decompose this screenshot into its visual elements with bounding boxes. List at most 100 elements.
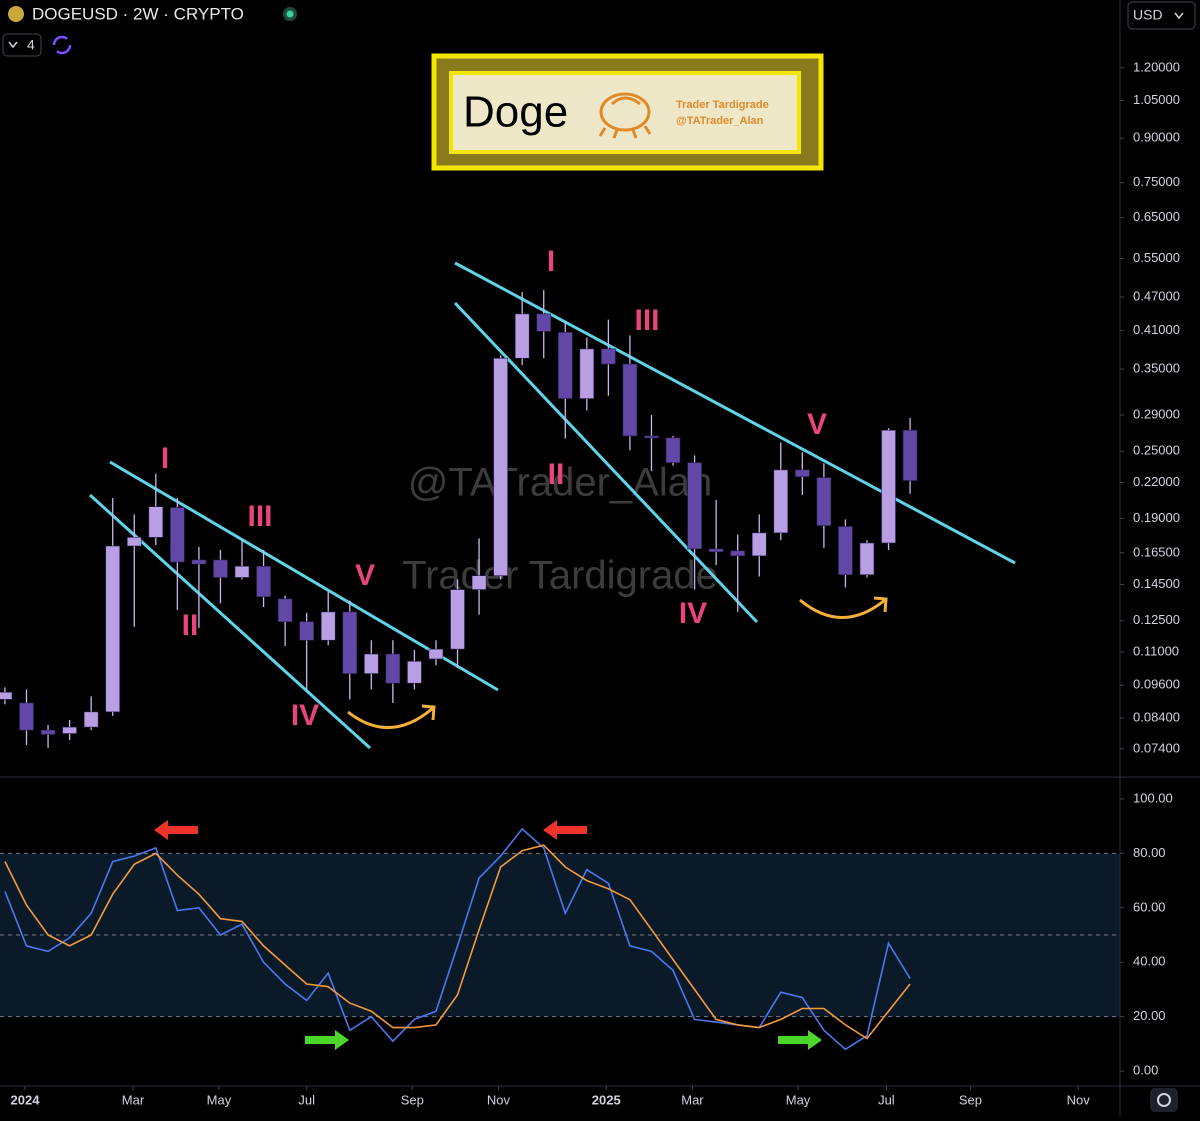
candle-body [838, 526, 853, 576]
candle-body [277, 598, 293, 623]
wave-label: IV [291, 699, 319, 732]
candle-body [191, 559, 207, 565]
candle-body [644, 435, 659, 439]
y-tick-label: 0.08400 [1133, 709, 1180, 724]
y-tick-label: 40.00 [1133, 954, 1166, 969]
green-arrow [305, 1030, 349, 1050]
candle-body [557, 332, 573, 399]
axes: 1.20000 1.05000 0.90000 0.75000 0.65000 0.550… [11, 59, 1180, 1107]
candle-body [514, 313, 530, 359]
y-tick-label: 0.16500 [1133, 544, 1180, 559]
status-dot [286, 10, 294, 18]
coin-icon [8, 6, 24, 22]
signal-arrows [154, 820, 822, 1050]
candle-body [385, 653, 401, 684]
candle-body [601, 348, 616, 365]
candle-body [170, 507, 185, 563]
candle-body [881, 429, 896, 544]
logo: Doge Trader Tardigrade @TATrader_Alan [431, 53, 824, 171]
wave-label: III [247, 500, 272, 533]
x-tick-label: Jul [298, 1092, 315, 1107]
x-tick-label: Mar [122, 1092, 145, 1107]
logo-icon [598, 92, 652, 139]
chevron [8, 41, 18, 49]
x-tick-label: Jul [878, 1092, 895, 1107]
candles [0, 290, 918, 748]
y-tick-label: 0.35000 [1133, 360, 1180, 375]
indicator-toggle[interactable] [2, 33, 42, 57]
x-tick-label: May [786, 1092, 811, 1107]
wave-label: I [547, 245, 555, 278]
indicator-count: 4 [27, 37, 35, 53]
candle-body [859, 542, 875, 576]
candle-body [708, 548, 724, 553]
candle-body [364, 653, 379, 674]
y-tick-label: 60.00 [1133, 899, 1166, 914]
wave-label: II [182, 609, 199, 642]
curve-arrows [347, 596, 888, 730]
y-tick-label: 0.11000 [1133, 643, 1179, 658]
y-tick-label: 0.22000 [1133, 474, 1180, 489]
candle-body [773, 469, 789, 534]
watermark: @TATrader_Alan [408, 461, 712, 505]
y-tick-label: 0.65000 [1133, 209, 1180, 224]
curve-arrow [347, 704, 436, 730]
y-tick-label: 0.14500 [1133, 576, 1180, 591]
candle-body [536, 313, 552, 332]
candle-body [816, 477, 832, 526]
candle-body [105, 545, 121, 713]
candle-body [493, 357, 508, 576]
y-tick-label: 0.09600 [1133, 677, 1180, 692]
y-tick-label: 20.00 [1133, 1008, 1166, 1023]
currency-button[interactable] [1127, 1, 1196, 30]
candle-body [665, 437, 681, 463]
gear-icon [1157, 1093, 1171, 1107]
x-tick-label: Nov [487, 1092, 511, 1107]
y-tick-label: 1.20000 [1133, 59, 1180, 74]
candle-body [407, 660, 422, 684]
candle-body [428, 648, 444, 660]
y-tick-label: 0.90000 [1133, 130, 1180, 145]
wave-label: IV [679, 597, 707, 630]
watermark: Trader Tardigrade [402, 554, 718, 598]
x-tick-label: May [207, 1092, 232, 1107]
y-tick-label: 0.47000 [1133, 288, 1180, 303]
x-tick-label: Mar [681, 1092, 704, 1107]
settings-button[interactable] [1150, 1088, 1178, 1112]
x-tick-label: Sep [959, 1092, 982, 1107]
x-tick-label: Sep [401, 1092, 424, 1107]
logo-panel [449, 71, 801, 154]
oscillator-band-layer [0, 852, 1120, 1018]
candle-body [126, 537, 142, 547]
x-tick-label: 2024 [11, 1092, 41, 1107]
candle-body [40, 729, 56, 735]
currency: USD [1133, 7, 1163, 23]
candle-body [342, 611, 358, 674]
logo-brand: Trader Tardigrade [676, 99, 769, 111]
candle-body [902, 429, 918, 481]
x-tick-label: Nov [1067, 1092, 1091, 1107]
candle-body [450, 589, 465, 650]
candle-body [234, 565, 250, 578]
candle-body [62, 726, 77, 734]
candle-body [751, 532, 767, 557]
candle-body [320, 611, 336, 641]
y-tick-label: 0.41000 [1133, 322, 1180, 337]
y-tick-label: 0.75000 [1133, 174, 1180, 189]
wave-label: V [355, 559, 375, 592]
candle-body [256, 565, 271, 598]
candle-body [622, 363, 638, 437]
oscillator [4, 827, 911, 1051]
chevron [1174, 12, 1184, 20]
red-arrow [543, 820, 587, 840]
candle-body [795, 469, 810, 477]
logo-title: Doge [463, 88, 568, 137]
sync-icon[interactable] [52, 35, 72, 55]
candle-body [687, 462, 702, 550]
wave-label: III [634, 304, 659, 337]
y-tick-label: 0.25000 [1133, 443, 1180, 458]
y-tick-label: 80.00 [1133, 845, 1166, 860]
candle-body [730, 550, 745, 557]
green-arrow [778, 1030, 822, 1050]
